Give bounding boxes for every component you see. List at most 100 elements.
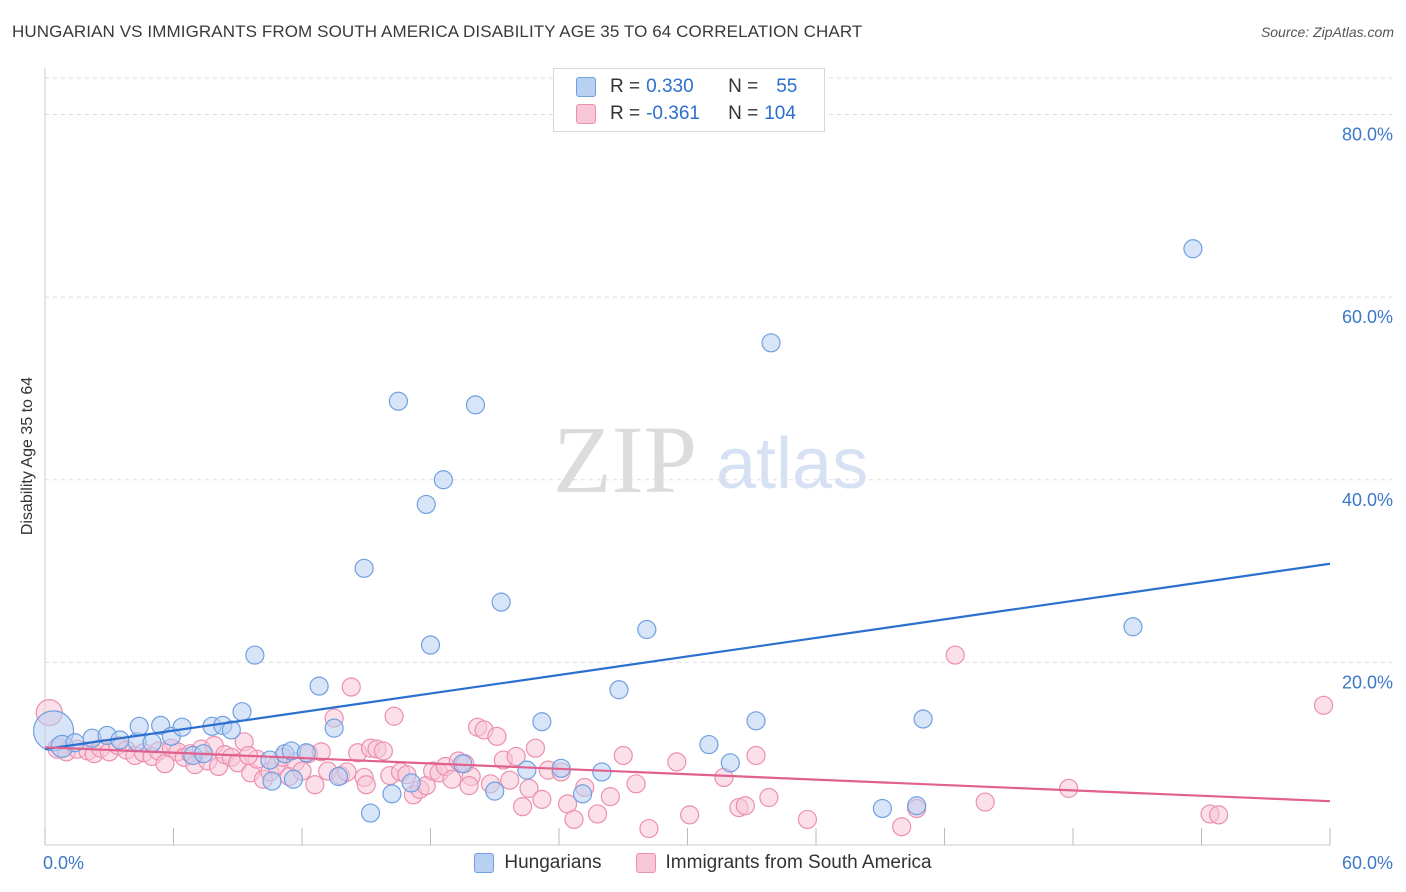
watermark: ZIP atlas [553, 406, 868, 513]
hungarians-point [129, 716, 149, 736]
immigrants-point [564, 809, 584, 830]
data-points [32, 239, 1334, 839]
hungarians-point [328, 766, 349, 787]
immigrants-point [356, 775, 376, 795]
legend-item-immigrants: Immigrants from South America [635, 852, 932, 874]
immigrants-point [639, 818, 659, 839]
hungarians-point [699, 734, 719, 755]
immigrants-point [735, 796, 755, 816]
hungarians-point [761, 333, 781, 353]
gridlines [45, 77, 1392, 663]
immigrants-point [500, 770, 520, 790]
immigrants-point [613, 745, 633, 766]
hungarians-point [433, 470, 453, 490]
hungarians-point [283, 769, 304, 789]
chart-title: HUNGARIAN VS IMMIGRANTS FROM SOUTH AMERI… [12, 22, 863, 41]
x-tick-label: 0.0% [43, 853, 84, 873]
immigrants-point [1059, 778, 1079, 798]
n-label: N = [728, 103, 759, 124]
hungarians-point [420, 635, 441, 655]
hungarians-point [517, 760, 537, 780]
immigrants-legend-swatch [635, 853, 656, 873]
hungarians-point [221, 720, 241, 740]
hungarians-point [913, 709, 933, 729]
r-value: 0.330 [646, 76, 694, 97]
immigrants-point [525, 738, 546, 758]
hungarians-point [382, 784, 402, 804]
hungarians-point [232, 702, 252, 722]
hungarians-point [245, 645, 265, 665]
immigrants-point [459, 776, 479, 796]
hungarians-point [872, 798, 892, 819]
hungarians-point [465, 395, 486, 415]
hungarians-point [401, 773, 421, 793]
immigrants-point [1313, 695, 1334, 715]
y-tick-label: 80.0% [1342, 125, 1393, 145]
immigrants-point [341, 677, 361, 697]
hungarians-point [388, 391, 408, 411]
immigrants-point [626, 774, 646, 794]
hungarians-point [309, 676, 329, 696]
immigrants-point [975, 792, 995, 812]
stats-row-immigrants: R = -0.361 N = 104 [576, 102, 796, 126]
hungarians-point [491, 592, 511, 612]
hungarians-point [609, 680, 629, 700]
immigrants-point [667, 752, 687, 772]
immigrants-point [532, 789, 552, 809]
immigrants-swatch [576, 104, 596, 124]
tick-labels: 20.0% 40.0% 60.0% 80.0% 0.0% 60.0% [43, 125, 1393, 873]
series-legend: Hungarians Immigrants from South America [0, 852, 1406, 874]
r-value: -0.361 [646, 103, 700, 124]
hungarians-trend-line [44, 562, 1331, 751]
x-tick-label: 60.0% [1342, 853, 1393, 873]
immigrants-point [305, 775, 325, 795]
hungarians-legend-swatch [474, 853, 495, 873]
hungarians-point [907, 796, 927, 816]
n-label: N = [728, 76, 759, 97]
immigrants-point [759, 787, 779, 808]
immigrants-point [797, 809, 818, 830]
hungarians-point [1183, 239, 1203, 259]
immigrants-point [512, 797, 533, 817]
n-value: 55 [776, 76, 798, 97]
hungarians-point [637, 619, 657, 640]
stats-legend: R = 0.330 N = 55 R = -0.361 N = 104 [553, 68, 825, 132]
immigrants-point [1209, 805, 1229, 825]
r-label: R = [610, 103, 641, 124]
hungarians-point [746, 711, 766, 731]
hungarians-point [720, 753, 740, 773]
legend-item-hungarians: Hungarians [474, 852, 602, 874]
trend-lines [44, 562, 1331, 803]
immigrants-point [892, 817, 912, 837]
immigrants-point [600, 787, 621, 807]
y-tick-label: 60.0% [1342, 307, 1393, 327]
legend-label-immigrants: Immigrants from South America [665, 852, 932, 873]
hungarians-point [172, 717, 192, 737]
hungarians-point [324, 718, 344, 738]
n-value: 104 [764, 103, 796, 124]
hungarians-point [532, 712, 552, 732]
r-label: R = [610, 76, 641, 97]
hungarians-point [416, 494, 436, 515]
immigrants-point [680, 805, 700, 825]
immigrants-point [373, 741, 393, 761]
stats-row-hungarians: R = 0.330 N = 55 [576, 75, 797, 99]
immigrants-point [384, 706, 404, 726]
hungarians-point [360, 803, 381, 823]
immigrants-point [587, 804, 608, 824]
immigrants-point [487, 726, 507, 746]
source-label: Source: ZipAtlas.com [1260, 24, 1394, 40]
immigrants-point [506, 746, 526, 767]
immigrants-point [442, 769, 462, 789]
legend-label-hungarians: Hungarians [504, 852, 602, 873]
watermark-atlas: atlas [716, 424, 868, 504]
hungarians-point [572, 784, 593, 804]
immigrants-point [746, 745, 766, 766]
y-axis-label: Disability Age 35 to 64 [19, 376, 36, 536]
immigrants-point [945, 645, 965, 665]
immigrants-trend-line [44, 746, 1331, 803]
y-tick-label: 20.0% [1342, 672, 1393, 692]
hungarians-point [354, 558, 374, 578]
hungarians-point [1123, 617, 1143, 637]
